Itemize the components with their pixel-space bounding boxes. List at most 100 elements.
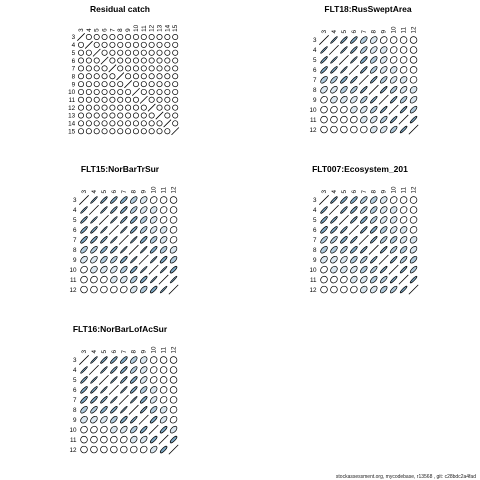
- correlation-ellipse: [399, 196, 408, 204]
- correlation-ellipse: [169, 356, 178, 364]
- diagonal-line: [98, 214, 109, 225]
- row-age-label: 4: [313, 207, 317, 214]
- correlation-ellipse: [409, 226, 418, 234]
- correlation-ellipse: [90, 226, 98, 234]
- correlation-ellipse: [101, 73, 108, 80]
- correlation-ellipse: [379, 56, 388, 64]
- row-age-label: 5: [313, 57, 317, 64]
- correlation-ellipse: [117, 57, 124, 64]
- correlation-ellipse: [120, 246, 128, 254]
- correlation-ellipse: [399, 95, 408, 104]
- correlation-ellipse: [93, 96, 100, 103]
- diagonal-line: [108, 64, 117, 73]
- correlation-ellipse: [130, 366, 138, 374]
- correlation-ellipse: [350, 115, 358, 124]
- correlation-ellipse: [93, 57, 100, 64]
- column-age-label: 4: [331, 30, 338, 34]
- correlation-ellipse: [169, 226, 178, 234]
- correlation-ellipse: [172, 33, 179, 41]
- column-age-label: 8: [131, 190, 138, 194]
- correlation-ellipse: [379, 46, 388, 54]
- correlation-ellipse: [130, 435, 138, 444]
- row-age-label: 8: [313, 247, 317, 254]
- correlation-ellipse: [379, 125, 388, 134]
- correlation-ellipse: [320, 206, 328, 214]
- correlation-ellipse: [389, 125, 398, 134]
- correlation-ellipse: [169, 406, 178, 414]
- correlation-ellipse: [139, 445, 148, 454]
- correlation-ellipse: [132, 96, 139, 103]
- row-age-label: 5: [72, 50, 76, 57]
- correlation-ellipse: [340, 226, 348, 234]
- correlation-ellipse: [139, 366, 148, 374]
- correlation-ellipse: [156, 120, 163, 127]
- column-age-label: 3: [321, 30, 328, 34]
- correlation-ellipse: [409, 206, 418, 214]
- correlation-ellipse: [169, 216, 178, 224]
- correlation-ellipse: [110, 275, 118, 284]
- diagonal-line: [408, 284, 419, 295]
- correlation-ellipse: [110, 376, 118, 384]
- correlation-ellipse: [132, 57, 139, 64]
- correlation-ellipse: [100, 356, 108, 364]
- correlation-ellipse: [156, 73, 163, 80]
- row-age-label: 10: [310, 267, 318, 274]
- row-age-label: 4: [72, 42, 76, 49]
- diagonal-line: [118, 394, 129, 405]
- correlation-ellipse: [320, 236, 328, 244]
- correlation-ellipse: [164, 73, 171, 80]
- column-age-label: 11: [161, 346, 168, 353]
- correlation-ellipse: [100, 246, 108, 254]
- correlation-ellipse: [169, 415, 178, 424]
- correlation-ellipse: [350, 95, 358, 104]
- correlation-ellipse: [159, 255, 168, 264]
- correlation-ellipse: [125, 112, 132, 119]
- correlation-ellipse: [330, 95, 338, 104]
- correlation-ellipse: [360, 115, 368, 124]
- correlation-ellipse: [110, 425, 118, 434]
- column-age-label: 9: [141, 190, 148, 194]
- correlation-ellipse: [399, 86, 408, 94]
- correlation-ellipse: [139, 285, 148, 294]
- correlation-ellipse: [330, 265, 338, 274]
- correlation-ellipse: [379, 105, 388, 114]
- correlation-ellipse: [379, 76, 388, 84]
- row-age-label: 12: [310, 127, 318, 134]
- row-age-label: 10: [310, 107, 318, 114]
- correlation-ellipse: [340, 115, 348, 124]
- diagonal-line: [138, 254, 149, 265]
- correlation-ellipse: [340, 86, 348, 94]
- correlation-ellipse: [109, 104, 116, 111]
- correlation-ellipse: [320, 246, 328, 254]
- correlation-ellipse: [389, 95, 398, 104]
- correlation-ellipse: [130, 386, 138, 394]
- correlation-ellipse: [140, 112, 147, 119]
- correlation-ellipse: [330, 196, 338, 204]
- correlation-ellipse: [85, 120, 92, 127]
- row-age-label: 8: [72, 73, 76, 80]
- correlation-ellipse: [93, 104, 100, 111]
- correlation-ellipse: [159, 285, 168, 294]
- correlation-ellipse: [101, 112, 108, 119]
- row-age-label: 11: [310, 117, 317, 124]
- correlation-ellipse: [409, 76, 418, 84]
- correlation-ellipse: [80, 265, 88, 274]
- correlation-ellipse: [101, 104, 108, 111]
- diagonal-line: [84, 40, 93, 49]
- correlation-ellipse: [350, 285, 358, 294]
- correlation-ellipse: [90, 356, 98, 364]
- correlation-ellipse: [117, 88, 124, 95]
- column-age-label: 11: [161, 186, 168, 193]
- correlation-ellipse: [169, 275, 178, 284]
- correlation-ellipse: [169, 265, 178, 274]
- correlation-ellipse: [370, 36, 378, 44]
- correlation-ellipse: [156, 65, 163, 72]
- correlation-ellipse: [320, 105, 328, 114]
- correlation-ellipse: [389, 275, 398, 284]
- correlation-ellipse: [109, 128, 116, 135]
- correlation-ellipse: [100, 226, 108, 234]
- correlation-ellipse: [140, 57, 147, 64]
- column-age-label: 11: [141, 25, 148, 32]
- correlation-ellipse: [340, 275, 348, 284]
